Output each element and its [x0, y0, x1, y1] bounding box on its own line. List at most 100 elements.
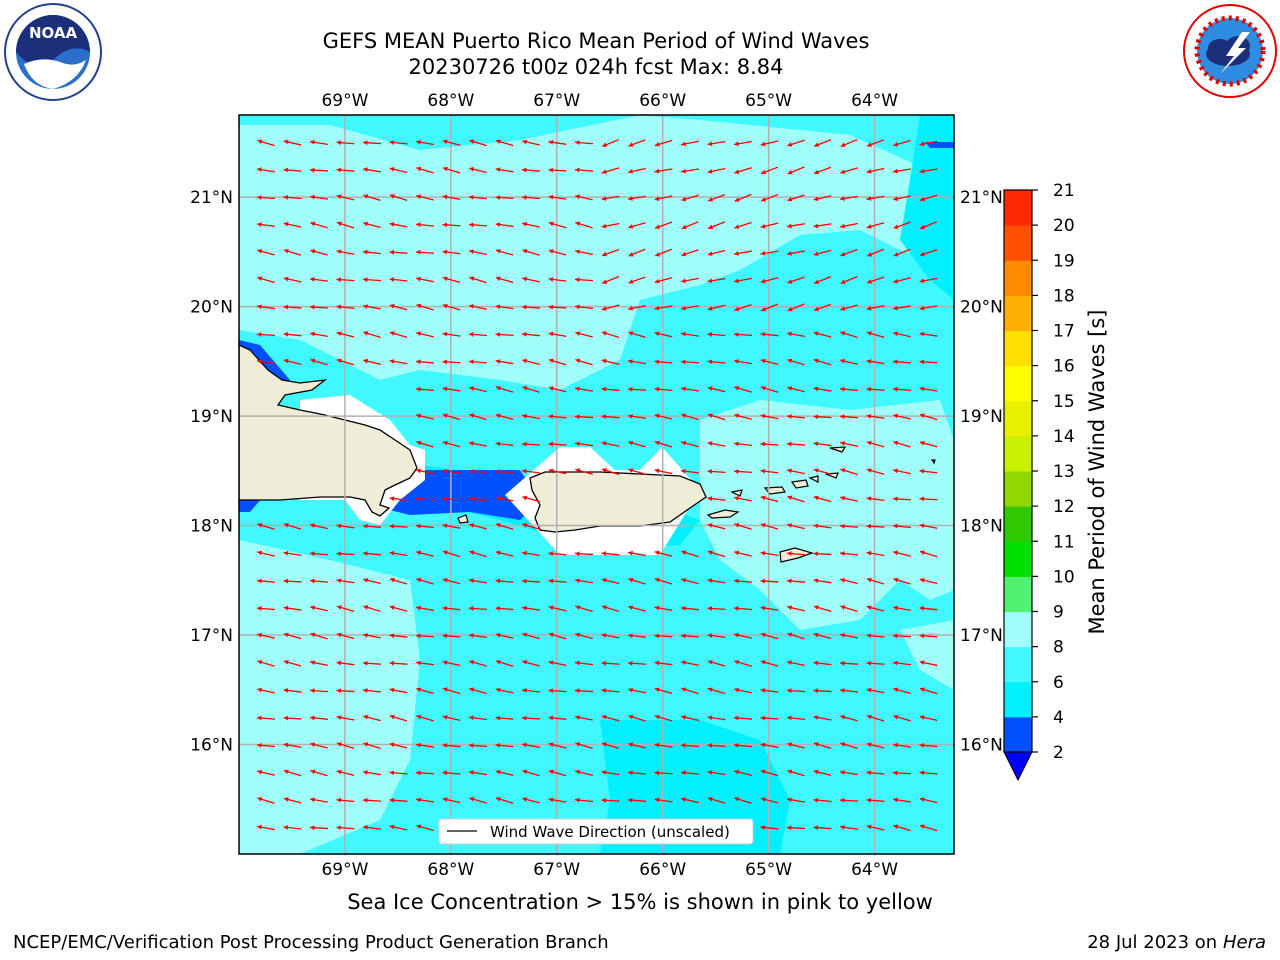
wave-direction-arrow	[813, 358, 832, 366]
wave-direction-arrow	[786, 414, 806, 419]
wave-direction-arrow	[601, 605, 620, 613]
wave-direction-arrow	[548, 688, 567, 694]
wave-direction-arrow	[442, 303, 461, 311]
wave-direction-arrow	[257, 276, 275, 284]
wave-direction-arrow	[760, 441, 779, 447]
colorbar-segment	[1004, 576, 1032, 612]
wave-direction-arrow	[734, 495, 752, 502]
wave-direction-arrow	[574, 140, 594, 146]
wave-direction-arrow	[574, 441, 594, 447]
colorbar-tick-label: 2	[1053, 743, 1064, 763]
colorbar-tick-label: 8	[1053, 638, 1064, 658]
wave-direction-arrow	[707, 304, 726, 311]
wave-direction-arrow	[309, 551, 329, 556]
wave-direction-arrow	[495, 659, 514, 667]
wave-direction-arrow	[760, 495, 779, 503]
wave-direction-arrow	[707, 687, 726, 695]
wave-direction-arrow	[283, 550, 302, 557]
wave-direction-arrow	[415, 496, 435, 502]
wave-direction-arrow	[575, 742, 593, 750]
lat-label-left: 21°N	[190, 188, 233, 208]
wave-direction-arrow	[707, 469, 726, 474]
wave-direction-arrow	[521, 331, 541, 337]
wave-direction-arrow	[919, 440, 938, 448]
wave-direction-arrow	[919, 168, 938, 174]
wave-direction-arrow	[707, 441, 726, 447]
wave-direction-arrow	[522, 550, 540, 557]
wave-direction-arrow	[813, 605, 832, 612]
wave-direction-arrow	[654, 168, 673, 174]
wave-direction-arrow	[787, 139, 805, 147]
wave-direction-arrow	[283, 304, 302, 310]
wave-direction-arrow	[548, 578, 567, 584]
wave-direction-arrow	[574, 414, 594, 420]
wave-direction-arrow	[389, 687, 408, 694]
wave-direction-arrow	[760, 140, 779, 147]
wave-direction-arrow	[389, 303, 408, 311]
wave-direction-arrow	[336, 523, 355, 529]
wave-direction-arrow	[522, 769, 540, 777]
wave-direction-arrow	[707, 359, 726, 365]
wave-direction-arrow	[628, 359, 646, 365]
wave-direction-arrow	[601, 276, 620, 284]
wave-direction-arrow	[389, 359, 408, 365]
wave-direction-arrow	[787, 358, 805, 366]
wave-direction-arrow	[786, 441, 806, 447]
wave-direction-arrow	[840, 495, 858, 502]
colorbar: 2 4 6 8 9 10 11 12 13 14 15 16 17 18 19 20 21	[1003, 181, 1075, 782]
footer-host: Hera	[1222, 932, 1266, 953]
wave-direction-arrow	[919, 496, 938, 502]
wave-direction-arrow	[601, 358, 620, 365]
wave-direction-arrow	[787, 523, 805, 530]
wave-direction-arrow	[786, 551, 806, 557]
wave-direction-arrow	[681, 194, 699, 202]
wave-direction-arrow	[627, 770, 647, 776]
colorbar-segment	[1004, 260, 1032, 296]
wave-direction-arrow	[257, 139, 275, 147]
wave-direction-arrow	[654, 605, 673, 612]
wave-direction-arrow	[760, 303, 779, 312]
lat-label-left: 17°N	[190, 626, 233, 646]
wave-direction-arrow	[336, 358, 355, 366]
wave-direction-arrow	[733, 469, 753, 474]
wave-period-region-8-9	[239, 540, 420, 854]
wave-direction-arrow	[866, 605, 885, 612]
wave-direction-arrow	[813, 797, 832, 803]
wave-direction-arrow	[813, 441, 832, 447]
wave-direction-arrow	[283, 195, 302, 200]
wave-direction-arrow	[813, 688, 832, 694]
wave-direction-arrow	[893, 714, 911, 722]
wave-direction-arrow	[257, 522, 275, 530]
wave-direction-arrow	[866, 550, 885, 557]
wave-direction-arrow	[892, 660, 912, 666]
lon-label-top: 65°W	[745, 91, 792, 111]
wave-direction-arrow	[707, 221, 726, 230]
wave-direction-arrow	[283, 825, 302, 830]
wave-period-region-8-9	[700, 400, 954, 630]
wave-direction-arrow	[363, 304, 381, 310]
wave-direction-arrow	[310, 605, 328, 612]
wave-direction-arrow	[893, 468, 911, 475]
wave-direction-arrow	[760, 688, 779, 693]
colorbar-label: Mean Period of Wind Waves [s]	[1085, 310, 1109, 635]
wave-direction-arrow	[309, 578, 329, 584]
wave-direction-arrow	[548, 249, 567, 256]
wave-direction-arrow	[866, 139, 885, 147]
wave-direction-arrow	[495, 413, 514, 420]
wave-direction-arrow	[681, 687, 699, 695]
wave-direction-arrow	[813, 468, 832, 475]
wave-direction-arrow	[389, 194, 408, 202]
wave-direction-arrow	[707, 523, 726, 530]
wave-direction-arrow	[627, 660, 647, 666]
wave-direction-arrow	[787, 250, 805, 256]
wave-direction-arrow	[840, 331, 858, 339]
wave-direction-arrow	[733, 578, 753, 584]
wave-direction-arrow	[919, 660, 938, 667]
wave-direction-arrow	[522, 632, 540, 640]
wave-direction-arrow	[919, 194, 938, 202]
wave-direction-arrow	[760, 413, 779, 420]
colorbar-segment	[1004, 611, 1032, 648]
wave-direction-arrow	[707, 660, 726, 667]
lon-label-bottom: 66°W	[639, 860, 686, 880]
wave-direction-arrow	[548, 715, 567, 721]
